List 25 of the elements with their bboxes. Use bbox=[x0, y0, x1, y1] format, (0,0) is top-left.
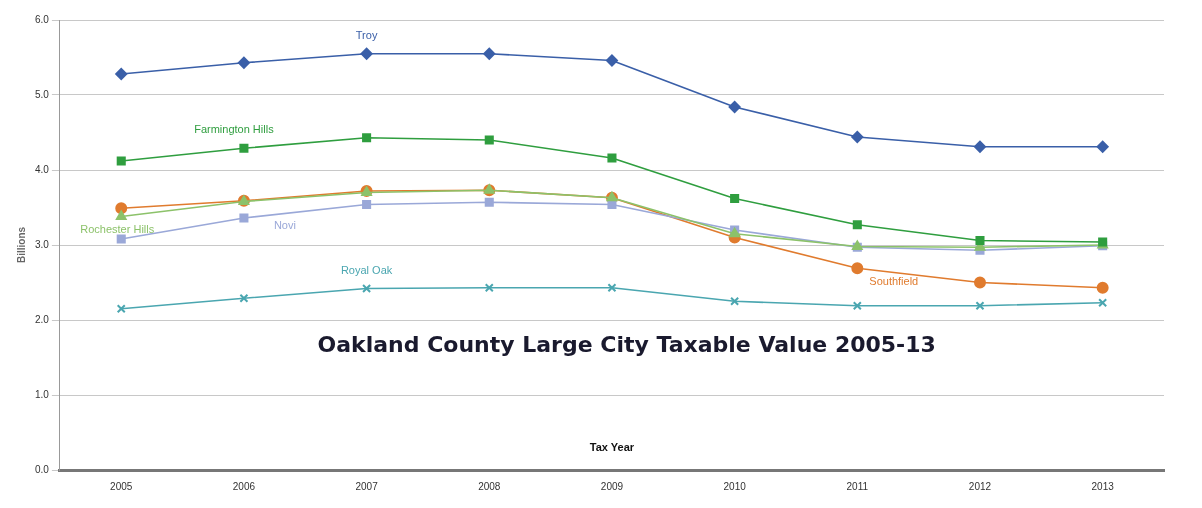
x-tick-label: 2006 bbox=[232, 480, 256, 492]
series-label: Southfield bbox=[869, 275, 919, 288]
text: Oakland County Large City Taxable Value 2005-13 bbox=[317, 331, 936, 357]
y-tick-label: 5.0 bbox=[35, 88, 50, 100]
x-tick-label: 2013 bbox=[1091, 480, 1115, 492]
series-label: Rochester Hills bbox=[80, 222, 155, 235]
series-label: Troy bbox=[355, 28, 378, 41]
y-tick-label: 4.0 bbox=[35, 163, 50, 175]
y-axis-title: Billions bbox=[15, 226, 27, 264]
x-tick-label: 2009 bbox=[600, 480, 624, 492]
x-tick-label: 2008 bbox=[478, 480, 501, 492]
series-label: Royal Oak bbox=[340, 263, 393, 276]
x-tick-label: 2010 bbox=[723, 480, 747, 492]
x-tick-label: 2005 bbox=[110, 480, 133, 492]
x-axis-title: Tax Year bbox=[589, 440, 635, 453]
y-tick-label: 3.0 bbox=[35, 238, 50, 250]
series-label: Farmington Hills bbox=[194, 123, 275, 136]
y-tick-label: 0.0 bbox=[35, 463, 50, 475]
x-tick-label: 2011 bbox=[846, 480, 869, 492]
x-tick-label: 2012 bbox=[968, 480, 992, 492]
y-tick-label: 6.0 bbox=[35, 13, 50, 25]
series-label: Novi bbox=[273, 219, 296, 232]
x-tick-label: 2007 bbox=[355, 480, 379, 492]
y-tick-label: 2.0 bbox=[35, 313, 50, 325]
y-tick-label: 1.0 bbox=[35, 388, 50, 400]
